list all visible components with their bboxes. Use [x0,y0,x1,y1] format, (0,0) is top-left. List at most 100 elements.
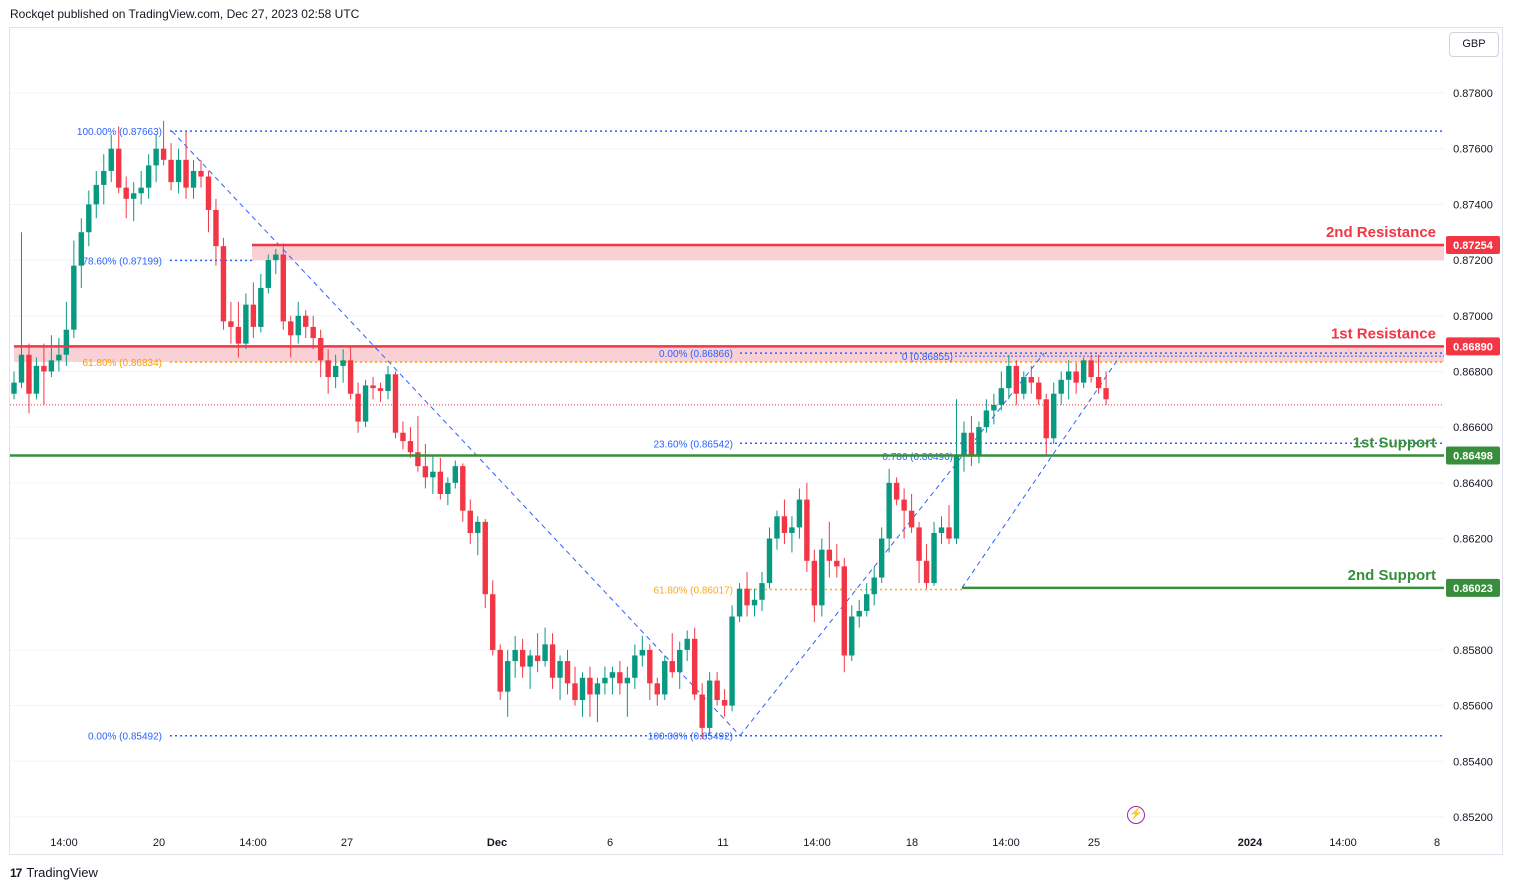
currency-button[interactable]: GBP [1449,32,1499,57]
y-tick-label: 0.87200 [1453,255,1493,267]
candle-body [190,170,197,188]
candle-body [460,466,466,511]
candle-body [662,661,668,695]
candle-body [452,466,459,483]
candle-body [385,374,391,391]
candle-body [280,254,286,322]
trend-line [171,130,741,737]
trend-lines [10,130,1444,737]
candle-body [691,638,698,695]
level-price-tag [1446,337,1500,356]
candle-body [205,176,212,210]
y-tick-label: 0.85200 [1453,812,1493,824]
candle-body [48,360,55,372]
y-tick-label: 0.85800 [1453,645,1493,657]
candle-body [587,677,593,695]
candle-body [504,661,511,692]
candle-body [811,560,818,606]
candle-body [56,354,62,361]
candle-body [796,499,803,528]
fib-level-label: 61.80% (0.86834) [82,358,162,369]
candle-body [362,385,369,422]
candle-body [602,677,608,684]
y-tick-label: 0.85400 [1453,756,1493,768]
candle-body [220,246,227,322]
candle-body [340,360,346,366]
candle-body [534,655,541,662]
fib-small-label: 0.786 (0.86496) [882,452,953,463]
trend-line [961,355,1121,589]
candle-body [579,677,586,701]
candle-body [437,471,444,494]
candle-body [632,655,638,678]
y-tick-label: 0.87400 [1453,199,1493,211]
candle-body [1058,379,1064,394]
axes: 0.87800 0.87600 0.87400 0.87200 0.87000 0.868… [50,88,1493,849]
fib-level-label: 0.00% (0.86866) [659,349,733,360]
x-tick-label: 20 [153,837,165,849]
level-name: 1st Support [1353,435,1436,452]
candle-body [243,304,249,344]
candle-body [1080,360,1087,383]
candle-body [33,365,40,394]
candle-body [288,321,294,336]
candle-body [78,232,85,266]
candle-body [1036,382,1042,400]
y-tick-label: 0.86600 [1453,422,1493,434]
candle-body [878,538,885,578]
tradingview-logo[interactable]: 17 TradingView [10,865,98,880]
candle-body [789,527,795,533]
candle-body [332,365,339,378]
candle-body [1073,371,1079,383]
candle-body [250,304,257,327]
candle-body [258,287,264,327]
candle-body [594,683,601,695]
candle-body [916,527,922,561]
candle-body [684,638,690,650]
candle-body [93,184,99,205]
candle-body [901,499,907,511]
candle-body [527,655,533,667]
resistance-zone-2 [252,245,1444,261]
candle-body [422,466,429,478]
candle-body [721,700,728,706]
y-tick-label: 0.86800 [1453,366,1493,378]
x-tick-label: 2024 [1238,837,1263,849]
candle-body [512,649,518,662]
fib-level-label: 0.00% (0.85492) [88,732,162,743]
fib-level-label: 61.80% (0.86017) [653,585,733,596]
level-name: 1st Resistance [1331,325,1436,342]
candle-body [976,427,982,455]
candle-body [647,649,653,684]
candle-body [654,683,660,695]
candle-body [1051,393,1057,439]
candle-body [774,516,780,539]
candle-body [639,649,646,656]
candle-body [347,360,354,394]
fib-small-label: 0 (0.86855) [902,352,953,363]
candle-body [355,393,361,422]
level-price-label: 0.87254 [1453,240,1494,252]
candle-body [886,482,892,539]
candle-body [1103,388,1109,400]
candle-body [497,649,503,692]
candle-body [781,516,788,533]
y-tick-label: 0.86200 [1453,534,1493,546]
candle-body [983,410,990,428]
candle-body [1088,360,1094,378]
candle-body [310,326,316,339]
candle-body [564,661,571,684]
x-tick-label: 11 [717,837,728,849]
candle-body [834,560,840,567]
candle-body [370,385,376,389]
lightning-icon[interactable]: ⚡ [1127,806,1145,824]
candle-body [961,432,967,455]
fib-level-label: 100.00% (0.87663) [77,127,162,138]
candle-body [766,538,773,584]
candle-body [699,694,705,728]
candle-body [130,193,137,199]
level-price-tag [1446,446,1500,465]
candle-body [213,209,219,247]
fib-level-label: 78.60% (0.87199) [82,256,162,267]
